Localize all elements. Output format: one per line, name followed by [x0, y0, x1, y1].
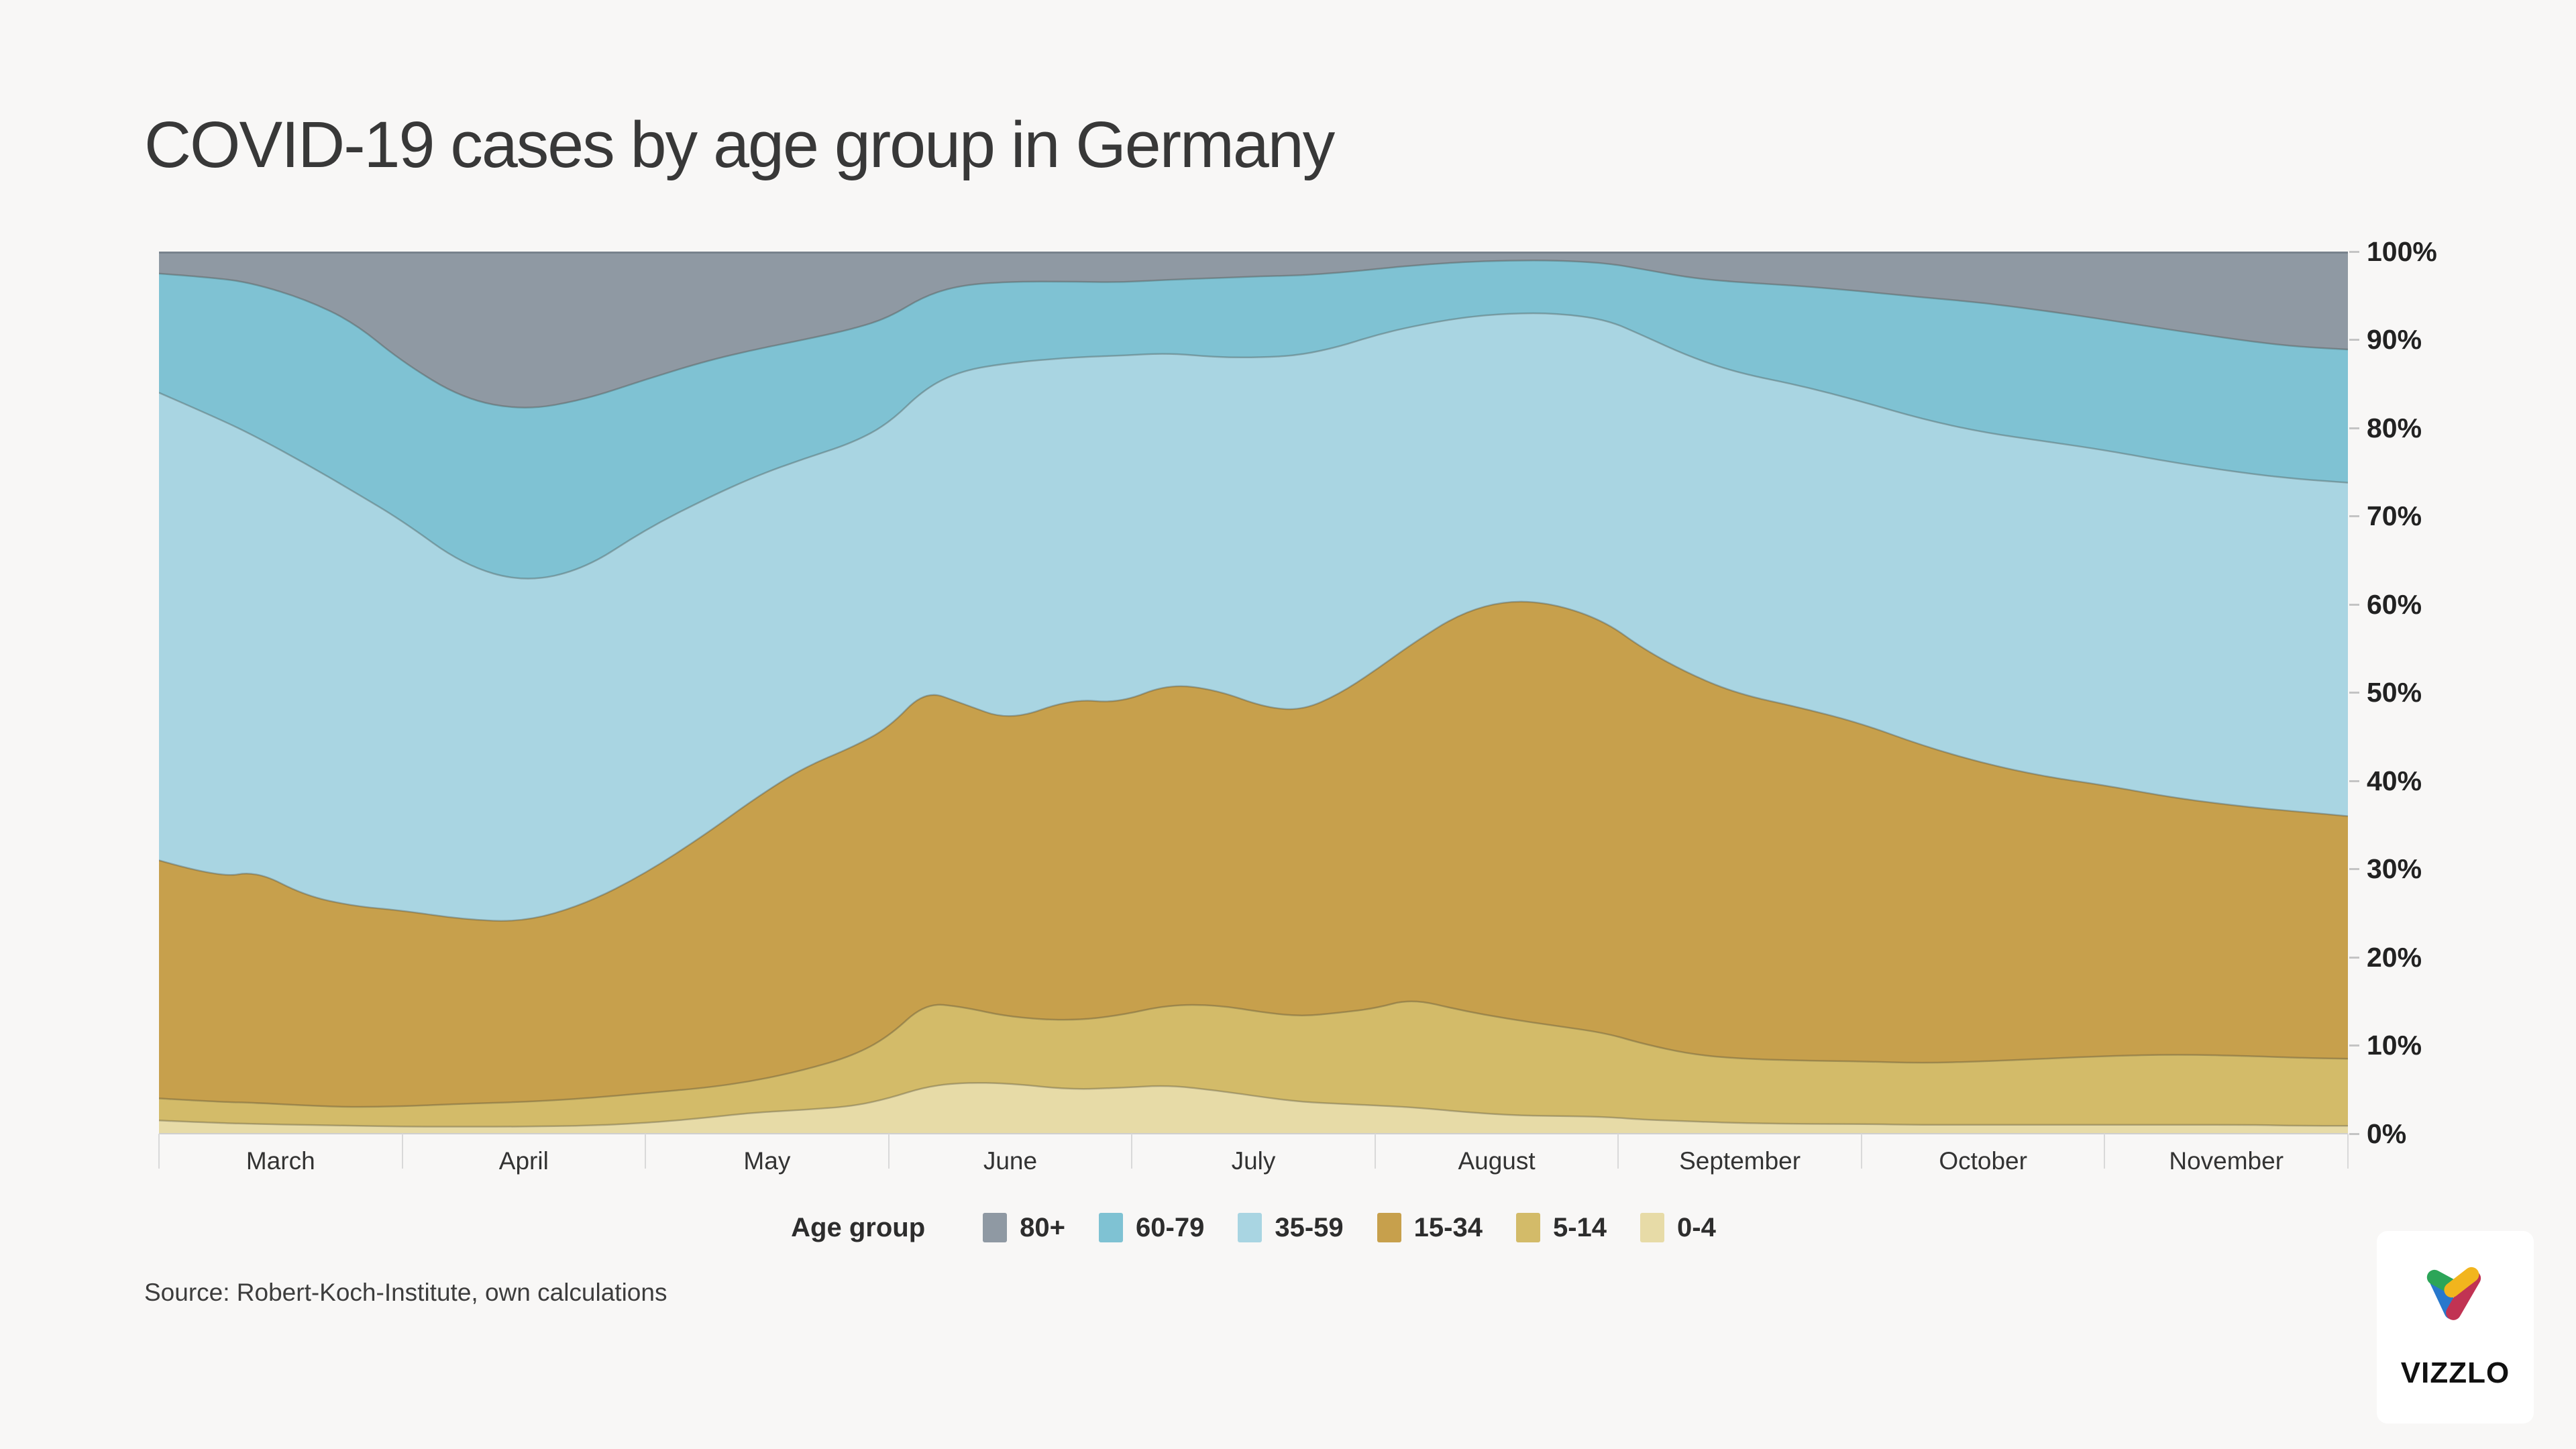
x-month-label: November: [2169, 1147, 2284, 1175]
legend-item-label: 15-34: [1413, 1212, 1483, 1242]
legend-item-label: 60-79: [1136, 1212, 1205, 1242]
x-axis-line: [159, 1133, 2348, 1134]
y-tick-mark: [2349, 956, 2359, 959]
y-tick-label: 0%: [2367, 1118, 2407, 1149]
y-tick-label: 10%: [2367, 1030, 2422, 1061]
legend-item-label: 5-14: [1552, 1212, 1607, 1242]
x-tick-mark: [1617, 1134, 1619, 1169]
x-tick-mark: [158, 1134, 160, 1169]
x-tick-mark: [645, 1134, 647, 1169]
y-tick-label: 20%: [2367, 941, 2422, 973]
y-tick-mark: [2349, 515, 2359, 517]
legend-item-35-59: 35-59: [1238, 1212, 1344, 1243]
legend-swatch-icon: [1515, 1213, 1540, 1242]
legend-swatch-icon: [1640, 1213, 1665, 1242]
boundary-35-59: [159, 312, 2348, 580]
y-tick-mark: [2349, 250, 2359, 253]
boundary-5-14: [159, 1000, 2348, 1108]
plot-svg: [159, 252, 2348, 1134]
y-tick-mark: [2349, 427, 2359, 429]
source-note: Source: Robert-Koch-Institute, own calcu…: [144, 1279, 667, 1306]
legend-item-label: 80+: [1020, 1212, 1066, 1242]
y-tick-label: 30%: [2367, 853, 2422, 884]
vizzlo-badge: VIZZLO: [2377, 1231, 2534, 1424]
x-month-label: July: [1231, 1147, 1276, 1175]
area-0-4: [159, 1083, 2348, 1134]
area-15-34: [159, 601, 2348, 1134]
legend-item-label: 0-4: [1677, 1212, 1716, 1242]
x-tick-mark: [2104, 1134, 2106, 1169]
stacked-area-plot: [159, 252, 2348, 1134]
y-tick-mark: [2349, 780, 2359, 782]
x-month-label: May: [743, 1147, 791, 1175]
vizzlo-wordmark: VIZZLO: [2400, 1356, 2510, 1389]
legend-item-label: 35-59: [1275, 1212, 1344, 1242]
legend-title: Age group: [791, 1212, 926, 1242]
x-month-label: April: [498, 1147, 549, 1175]
y-tick-label: 90%: [2367, 324, 2422, 355]
x-tick-mark: [888, 1134, 890, 1169]
y-tick-label: 80%: [2367, 412, 2422, 443]
area-5-14: [159, 1001, 2348, 1134]
legend: Age group 80+ 60-79 35-59 15-34 5-14 0-4: [159, 1206, 2348, 1249]
y-tick-label: 100%: [2367, 235, 2437, 267]
y-tick-label: 50%: [2367, 677, 2422, 708]
legend-swatch-icon: [1377, 1213, 1401, 1242]
x-tick-mark: [1131, 1134, 1133, 1169]
legend-item-60-79: 60-79: [1099, 1213, 1204, 1243]
y-tick-mark: [2349, 1044, 2359, 1046]
x-month-label: October: [1939, 1147, 2027, 1175]
y-tick-mark: [2349, 339, 2359, 341]
x-tick-mark: [1374, 1134, 1376, 1169]
x-tick-mark: [2347, 1134, 2349, 1169]
boundary-15-34: [159, 600, 2348, 922]
y-tick-mark: [2349, 868, 2359, 870]
x-month-label: June: [983, 1147, 1038, 1175]
legend-item-80+: 80+: [983, 1213, 1065, 1243]
y-tick-label: 60%: [2367, 588, 2422, 620]
legend-item-0-4: 0-4: [1640, 1213, 1716, 1243]
legend-swatch-icon: [983, 1213, 1008, 1242]
x-month-label: March: [246, 1147, 315, 1175]
x-month-label: August: [1458, 1147, 1536, 1175]
y-tick-mark: [2349, 1132, 2359, 1135]
y-tick-mark: [2349, 603, 2359, 606]
vizzlo-logo-icon: [2426, 1267, 2481, 1320]
boundary-60-79: [159, 259, 2348, 409]
boundary-0-4: [159, 1081, 2348, 1128]
legend-item-5-14: 5-14: [1515, 1212, 1607, 1243]
legend-swatch-icon: [1238, 1213, 1263, 1242]
y-tick-mark: [2349, 692, 2359, 694]
x-tick-mark: [401, 1134, 403, 1169]
page-title: COVID-19 cases by age group in Germany: [144, 108, 1335, 181]
x-month-label: September: [1679, 1147, 1801, 1175]
y-tick-label: 40%: [2367, 765, 2422, 796]
legend-swatch-icon: [1099, 1213, 1124, 1242]
y-tick-label: 70%: [2367, 500, 2422, 531]
legend-item-15-34: 15-34: [1377, 1213, 1483, 1243]
x-tick-mark: [1860, 1134, 1862, 1169]
